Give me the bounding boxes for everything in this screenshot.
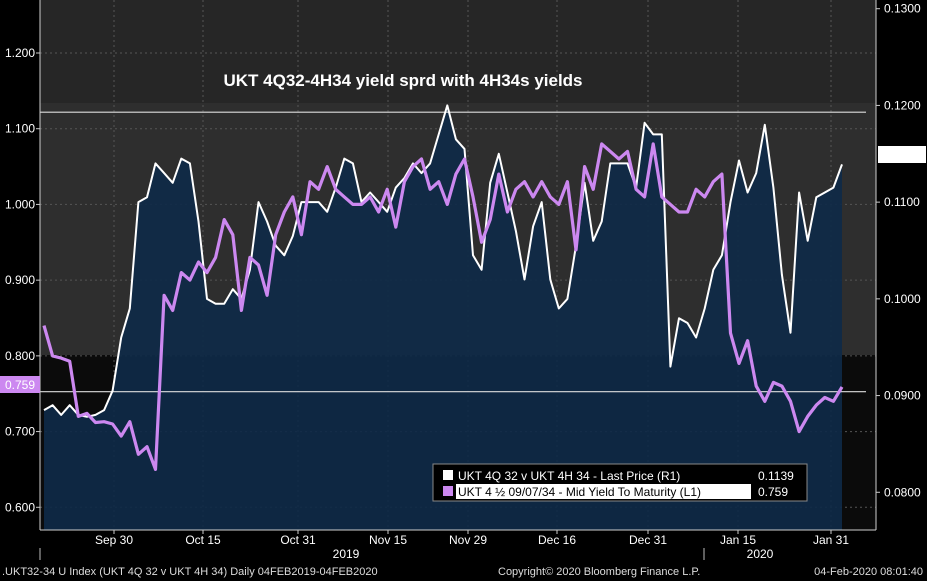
- left-last-badge: [0, 376, 40, 393]
- axes: [39, 0, 877, 531]
- left-tick-label: 1.000: [5, 197, 35, 211]
- left-tick-label: 0.900: [5, 273, 35, 287]
- x-tick-label: Jan 31: [813, 533, 849, 547]
- x-tick-label: Dec 16: [538, 533, 576, 547]
- legend-label-white: UKT 4Q 32 v UKT 4H 34 - Last Price (R1): [458, 469, 680, 483]
- chart-title: UKT 4Q32-4H34 yield sprd with 4H34s yiel…: [223, 71, 582, 90]
- band-lines: [40, 111, 866, 393]
- x-tick-label: Oct 31: [280, 533, 316, 547]
- right-axis-ticks: 0.0800 0.0900 0.1000 0.1100 0.1200 0.1300: [876, 2, 921, 499]
- left-tick-label: 0.600: [5, 500, 35, 514]
- right-tick-label: 0.1100: [884, 195, 920, 209]
- left-tick-label: 1.200: [5, 46, 35, 60]
- area-fill: [44, 105, 842, 530]
- legend-label-highlight: [456, 484, 751, 499]
- right-tick-label: 0.1000: [884, 292, 921, 306]
- white-series-area: [44, 105, 842, 530]
- x-tick-label: Jan 15: [720, 533, 756, 547]
- left-tick-label: 0.800: [5, 349, 35, 363]
- legend-value-purple: 0.759: [758, 485, 788, 499]
- yield-line: [42, 142, 844, 471]
- chart: 0.600 0.700 0.800 0.900 1.000 1.100 1.200 0.08…: [0, 0, 926, 561]
- year-label: 2020: [747, 547, 774, 561]
- left-tick-label: 1.100: [5, 122, 35, 136]
- legend: UKT 4Q 32 v UKT 4H 34 - Last Price (R1) …: [432, 463, 808, 502]
- legend-swatch-white: [443, 470, 453, 480]
- spread-line: [43, 104, 843, 418]
- right-tick-label: 0.0900: [884, 389, 921, 403]
- footer: .UKT32-34 U Index (UKT 4Q 32 v UKT 4H 34…: [0, 563, 927, 581]
- left-tick-label: 0.700: [5, 425, 35, 439]
- right-tick-label: 0.1300: [884, 2, 921, 16]
- legend-swatch-purple: [443, 486, 453, 496]
- footer-timestamp: 04-Feb-2020 08:01:40: [814, 566, 923, 578]
- legend-value-white: 0.1139: [758, 469, 794, 483]
- right-tick-label: 0.0800: [884, 485, 921, 499]
- x-tick-label: Nov 29: [449, 533, 487, 547]
- footer-ticker: .UKT32-34 U Index (UKT 4Q 32 v UKT 4H 34…: [2, 566, 378, 578]
- left-last-value: 0.759: [5, 378, 35, 392]
- footer-copyright: Copyright© 2020 Bloomberg Finance L.P.: [498, 566, 701, 578]
- right-last-badge: [878, 146, 926, 163]
- right-last-value: 0.1139: [884, 148, 920, 162]
- left-axis-ticks: 0.600 0.700 0.800 0.900 1.000 1.100 1.200: [5, 46, 40, 514]
- x-tick-label: Dec 31: [629, 533, 667, 547]
- x-axis-ticks: Sep 30 Oct 15 Oct 31 Nov 15 Nov 29 Dec 16 Dec …: [39, 530, 849, 561]
- x-tick-label: Sep 30: [95, 533, 133, 547]
- year-label: 2019: [333, 547, 360, 561]
- x-tick-label: Nov 15: [369, 533, 407, 547]
- right-tick-label: 0.1200: [884, 98, 921, 112]
- legend-label-purple: UKT 4 ½ 09/07/34 - Mid Yield To Maturity…: [458, 485, 701, 499]
- x-tick-label: Oct 15: [185, 533, 221, 547]
- series-lines: [42, 104, 844, 471]
- last-value-badges: 0.1139 0.759: [0, 146, 926, 393]
